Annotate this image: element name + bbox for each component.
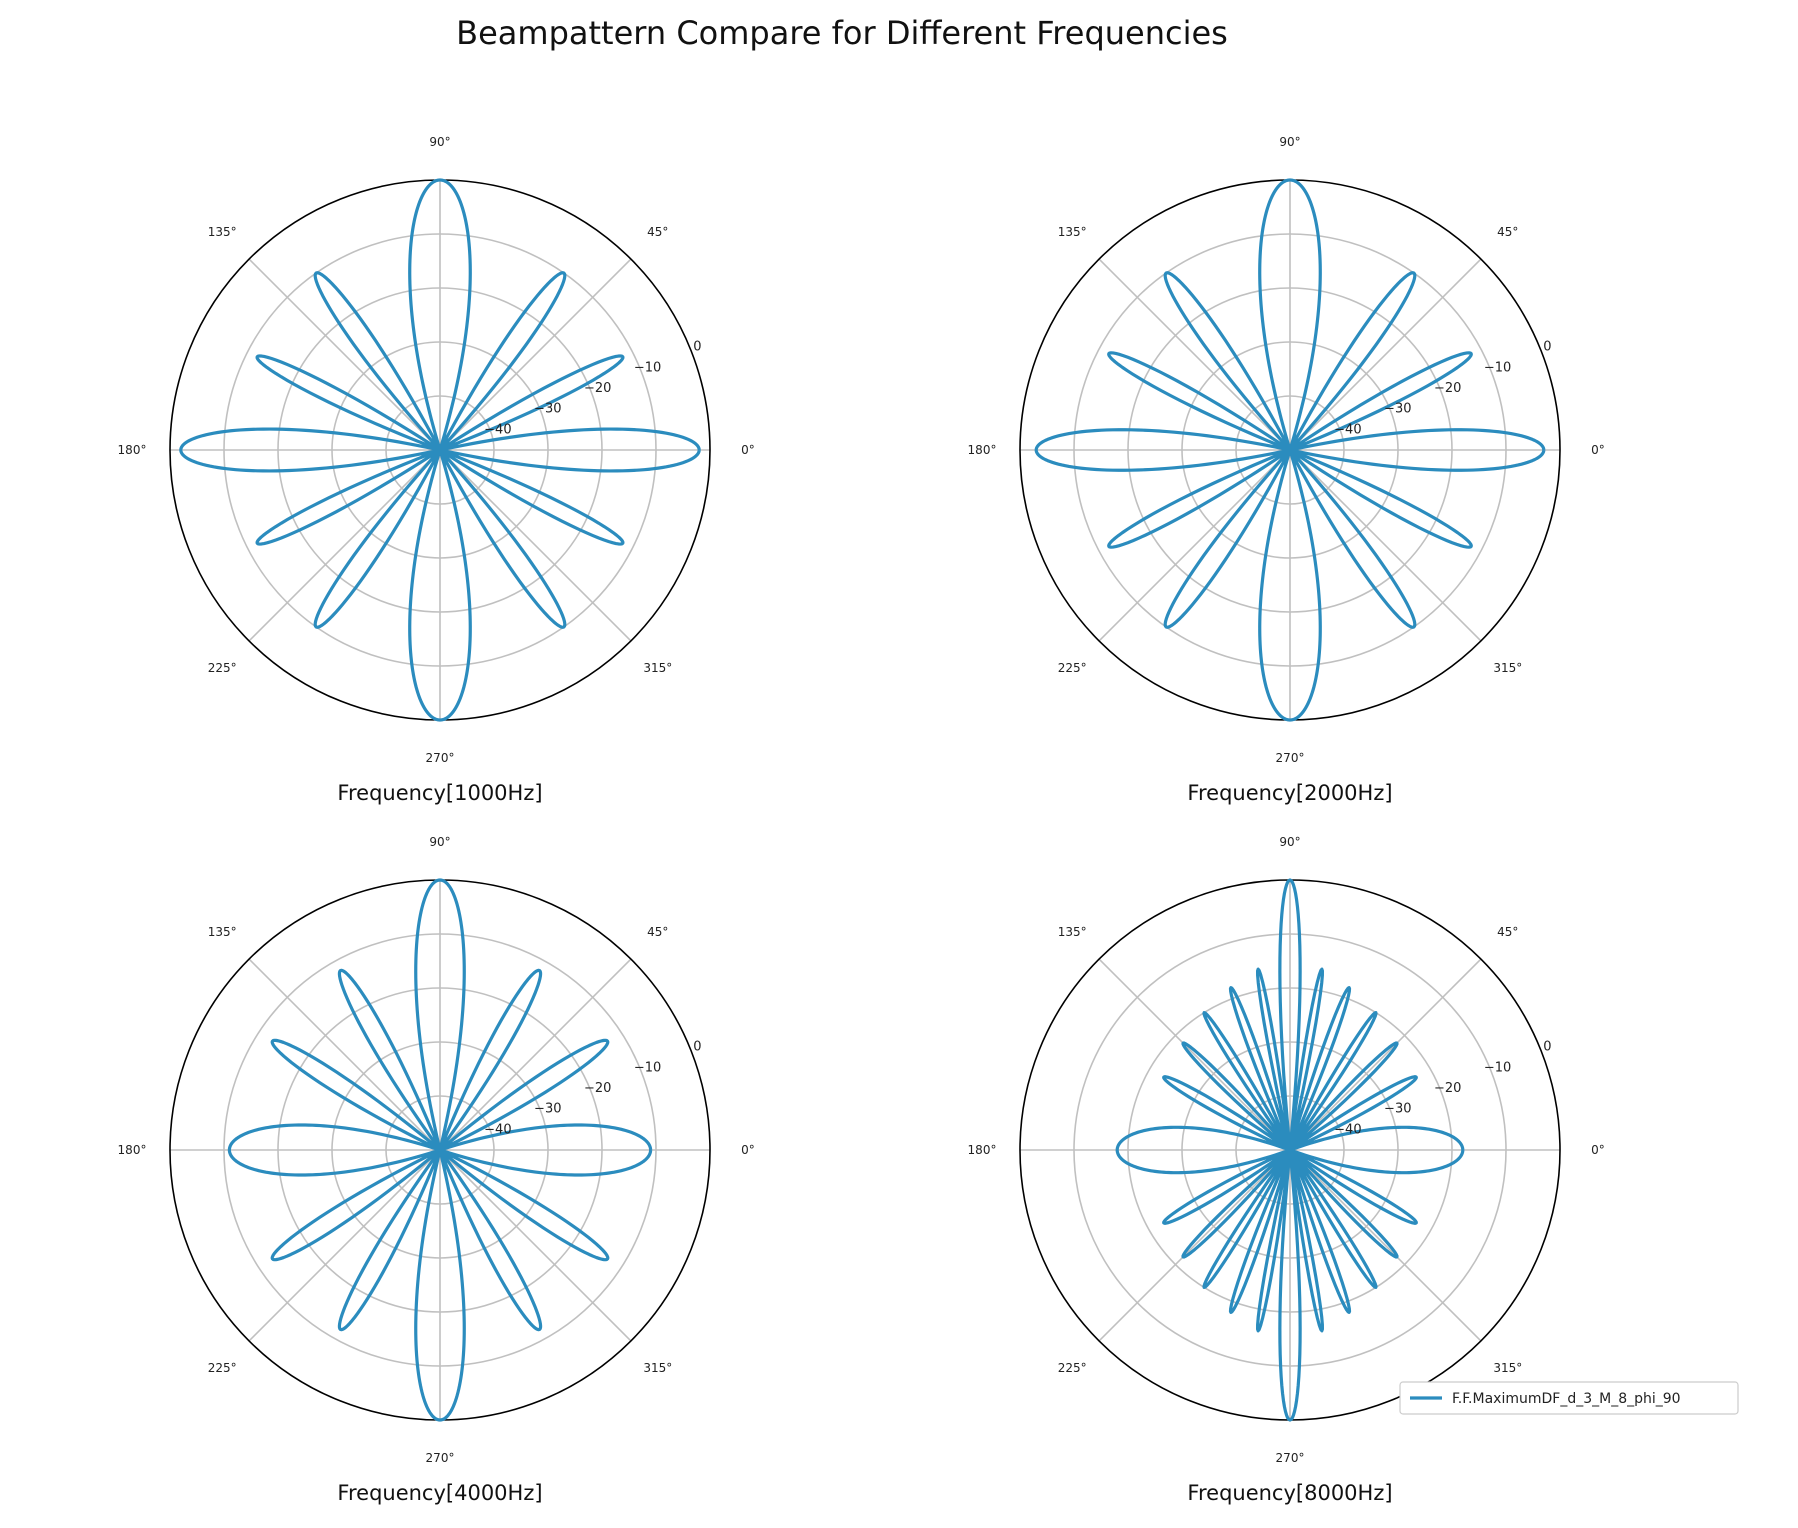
radial-tick-label: 0 — [693, 1040, 701, 1055]
radial-tick-label: −30 — [1384, 1102, 1411, 1117]
angular-gridline — [1289, 449, 1482, 642]
angle-tick-label: 45° — [1497, 925, 1518, 939]
radial-tick-label: −40 — [1334, 1122, 1361, 1137]
polar-subplot-1: 0° 45° 90° 135° 180° 225° 270° 315° −40 −30 −20 −10… — [118, 135, 755, 805]
angular-gridline — [1098, 449, 1291, 642]
angular-gridline — [248, 958, 441, 1151]
angle-tick-label: 180° — [968, 443, 997, 457]
radial-tick-label: −20 — [1434, 381, 1461, 396]
angle-tick-label: 135° — [208, 225, 237, 239]
radial-tick-label: −10 — [634, 360, 661, 375]
angle-tick-label: 90° — [429, 835, 450, 849]
radial-tick-label: −20 — [584, 381, 611, 396]
angular-gridline — [1098, 1149, 1291, 1342]
angle-tick-label: 180° — [968, 1143, 997, 1157]
angular-gridline — [439, 1149, 632, 1342]
subplot-xlabel: Frequency[4000Hz] — [337, 1481, 542, 1505]
subplot-xlabel: Frequency[1000Hz] — [337, 781, 542, 805]
radial-tick-label: 0 — [693, 340, 701, 355]
angle-tick-label: 0° — [1591, 1143, 1605, 1157]
beampattern-line — [1115, 878, 1465, 1422]
radial-tick-label: 0 — [1543, 340, 1551, 355]
angular-gridline — [248, 1149, 441, 1342]
angular-gridline — [1289, 1149, 1482, 1342]
angle-tick-label: 135° — [208, 925, 237, 939]
angle-tick-label: 90° — [429, 135, 450, 149]
angular-gridline — [1098, 958, 1291, 1151]
angle-tick-label: 180° — [118, 443, 147, 457]
polar-subplot-4: 0° 45° 90° 135° 180° 225° 270° 315° −40 −30 −20 −10… — [968, 835, 1605, 1505]
radial-tick-label: −40 — [484, 1122, 511, 1137]
angle-tick-label: 270° — [1276, 1451, 1305, 1465]
angle-tick-label: 315° — [1493, 1361, 1522, 1375]
angle-tick-label: 45° — [647, 225, 668, 239]
angle-tick-label: 90° — [1279, 835, 1300, 849]
angular-gridline — [439, 258, 632, 451]
angular-gridline — [1289, 958, 1482, 1151]
angle-tick-label: 0° — [1591, 443, 1605, 457]
radial-tick-label: −20 — [584, 1081, 611, 1096]
figure-title: Beampattern Compare for Different Freque… — [456, 14, 1228, 52]
radial-tick-label: 0 — [1543, 1040, 1551, 1055]
polar-subplot-2: 0° 45° 90° 135° 180° 225° 270° 315° −40 −30 −20 −10… — [968, 135, 1605, 805]
subplot-xlabel: Frequency[2000Hz] — [1187, 781, 1392, 805]
angle-tick-label: 225° — [1058, 661, 1087, 675]
angle-tick-label: 135° — [1058, 925, 1087, 939]
beampattern-line — [1034, 178, 1546, 722]
angle-tick-label: 315° — [643, 661, 672, 675]
angle-tick-label: 270° — [1276, 751, 1305, 765]
radial-tick-label: −10 — [1484, 1060, 1511, 1075]
radial-tick-label: −20 — [1434, 1081, 1461, 1096]
subplot-xlabel: Frequency[8000Hz] — [1187, 1481, 1392, 1505]
angle-tick-label: 0° — [741, 443, 755, 457]
angle-tick-label: 315° — [1493, 661, 1522, 675]
radial-tick-label: −30 — [1384, 402, 1411, 417]
angle-tick-label: 90° — [1279, 135, 1300, 149]
radial-tick-label: −10 — [634, 1060, 661, 1075]
angular-gridline — [248, 258, 441, 451]
legend: F.F.MaximumDF_d_3_M_8_phi_90 — [1399, 1381, 1739, 1415]
radial-tick-label: −10 — [1484, 360, 1511, 375]
radial-tick-label: −30 — [534, 1102, 561, 1117]
radial-tick-label: −30 — [534, 402, 561, 417]
angle-tick-label: 45° — [1497, 225, 1518, 239]
angular-gridline — [439, 449, 632, 642]
beampattern-line — [179, 178, 701, 722]
angular-gridline — [439, 958, 632, 1151]
angle-tick-label: 45° — [647, 925, 668, 939]
beampattern-line — [227, 878, 653, 1422]
angle-tick-label: 270° — [426, 1451, 455, 1465]
angular-gridline — [1098, 258, 1291, 451]
angle-tick-label: 270° — [426, 751, 455, 765]
legend-label: F.F.MaximumDF_d_3_M_8_phi_90 — [1452, 1391, 1681, 1407]
radial-tick-label: −40 — [484, 422, 511, 437]
angle-tick-label: 225° — [208, 1361, 237, 1375]
angle-tick-label: 225° — [208, 661, 237, 675]
angular-gridline — [1289, 258, 1482, 451]
legend-box — [1399, 1381, 1739, 1415]
angle-tick-label: 315° — [643, 1361, 672, 1375]
angular-gridline — [248, 449, 441, 642]
angle-tick-label: 180° — [118, 1143, 147, 1157]
angle-tick-label: 0° — [741, 1143, 755, 1157]
angle-tick-label: 225° — [1058, 1361, 1087, 1375]
radial-tick-label: −40 — [1334, 422, 1361, 437]
polar-subplot-3: 0° 45° 90° 135° 180° 225° 270° 315° −40 −30 −20 −10… — [118, 835, 755, 1505]
angle-tick-label: 135° — [1058, 225, 1087, 239]
